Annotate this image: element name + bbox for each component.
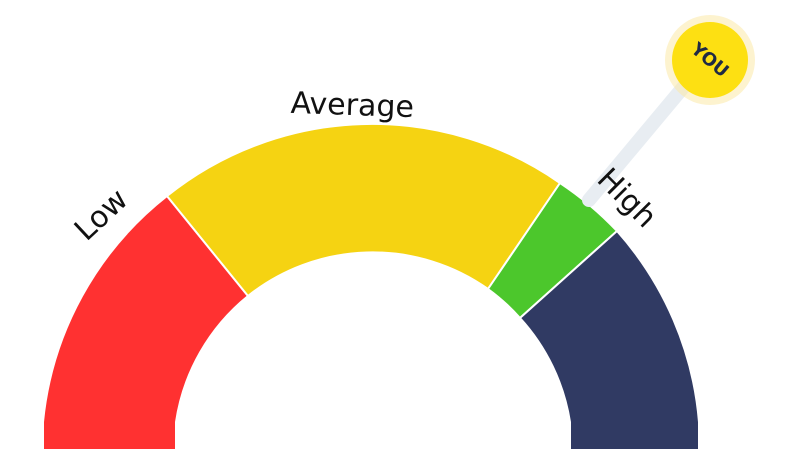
zone-low-segment (42, 194, 250, 451)
you-badge: YOU (665, 15, 755, 105)
average-label: Average (290, 86, 414, 125)
zone-top-segment (518, 229, 700, 451)
zone-average-segment (165, 122, 562, 298)
